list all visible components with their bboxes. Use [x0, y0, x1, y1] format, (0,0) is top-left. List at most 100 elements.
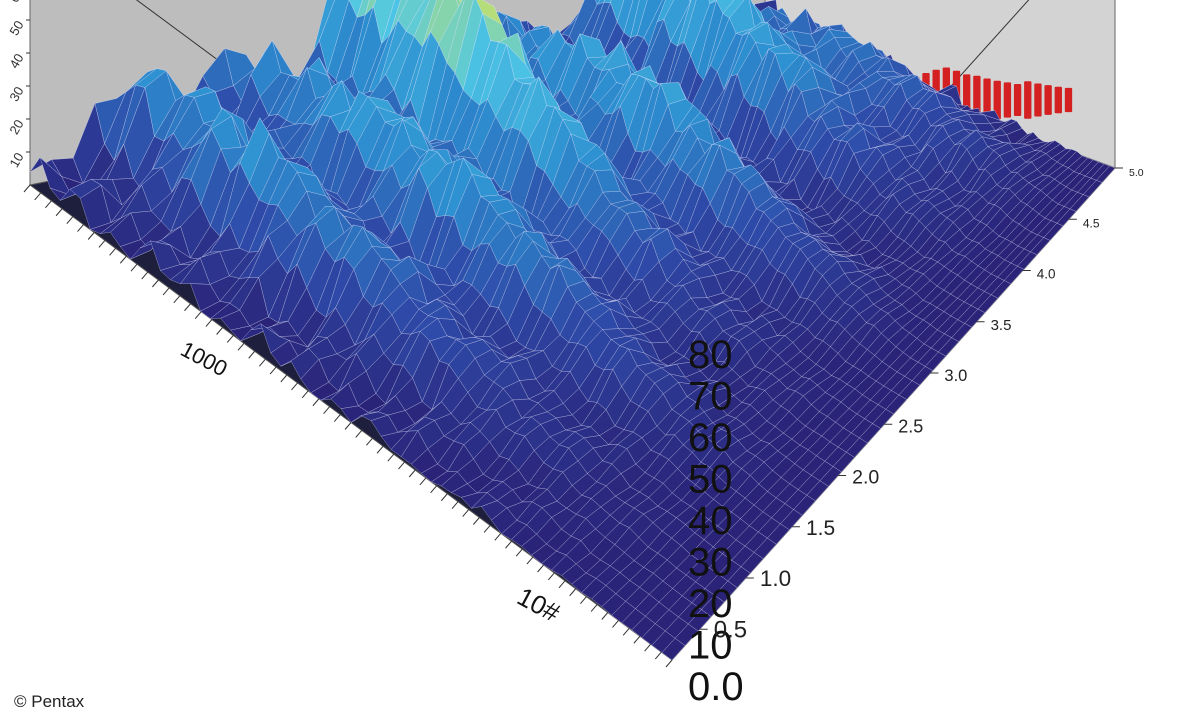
- length-tick: [462, 509, 470, 517]
- length-tick: [505, 540, 512, 549]
- length-tick: [622, 628, 630, 636]
- vertical-tick-label: 50: [6, 18, 26, 38]
- length-tick: [398, 461, 405, 470]
- depth-tick-label: 4.0: [1037, 267, 1056, 282]
- logo-bar: [1044, 85, 1052, 115]
- length-tick: [77, 224, 84, 232]
- logo-bar: [1003, 82, 1012, 118]
- length-tick: [344, 422, 352, 430]
- front-z-tick-label: 30: [688, 541, 733, 585]
- depth-tick-label: 2.0: [852, 467, 879, 489]
- length-tick: [87, 232, 95, 240]
- length-tick: [23, 184, 31, 193]
- surface-cell: [661, 637, 686, 661]
- length-tick: [633, 635, 641, 644]
- logo-bar: [1024, 81, 1032, 119]
- front-z-tick-label: 0.0: [688, 665, 744, 709]
- depth-tick-label: 5.0: [1129, 167, 1144, 179]
- vertical-tick-label: 40: [6, 51, 26, 71]
- length-tick: [580, 596, 587, 604]
- length-tick: [259, 358, 266, 367]
- logo-bar: [993, 80, 1001, 120]
- length-tick: [291, 382, 298, 391]
- length-tick: [130, 263, 138, 272]
- depth-tick-label: 1.5: [806, 517, 835, 540]
- length-tick: [526, 556, 534, 565]
- length-tick: [440, 493, 448, 502]
- length-tick: [98, 240, 106, 248]
- length-tick: [408, 469, 416, 478]
- length-tick: [152, 279, 159, 288]
- logo-bar: [1064, 87, 1073, 113]
- length-tick: [419, 477, 427, 486]
- vertical-tick-label: 10: [6, 150, 26, 170]
- length-tick-label: 1000: [177, 336, 232, 381]
- length-tick: [55, 208, 63, 217]
- front-z-tick-label: 50: [688, 458, 733, 502]
- length-tick: [194, 311, 202, 319]
- depth-tick-label: 4.5: [1083, 216, 1100, 230]
- front-z-tick-label: 10: [688, 624, 733, 668]
- depth-tick-label: 2.5: [898, 416, 923, 436]
- length-tick: [45, 200, 52, 209]
- logo-bar: [1054, 86, 1062, 114]
- length-tick: [173, 295, 181, 304]
- length-tick: [216, 327, 223, 335]
- logo-bar: [1013, 84, 1022, 116]
- length-tick: [280, 374, 288, 383]
- front-z-tick-label: 20: [688, 582, 733, 626]
- length-tick: [109, 248, 116, 256]
- length-tick: [387, 453, 395, 462]
- length-tick: [312, 398, 320, 407]
- length-tick-label: 10#: [512, 581, 565, 628]
- surface-plot: [29, 0, 1116, 661]
- length-tick: [66, 216, 74, 224]
- length-tick: [483, 525, 491, 533]
- logo-bar: [983, 78, 991, 122]
- depth-tick-label: 1.0: [760, 566, 791, 591]
- length-tick: [205, 319, 213, 327]
- front-z-tick-label: 80: [688, 333, 733, 377]
- chart-axes: 10203040506070800.010203040506070800.51.…: [6, 0, 1143, 709]
- length-tick: [665, 659, 673, 668]
- length-tick: [473, 517, 480, 525]
- depth-tick-label: 0.5: [714, 616, 747, 643]
- length-tick: [537, 564, 544, 573]
- length-tick: [366, 438, 373, 446]
- length-tick: [248, 350, 256, 359]
- length-tick: [269, 366, 277, 375]
- length-tick: [558, 580, 566, 589]
- length-tick: [654, 651, 662, 660]
- length-tick: [494, 533, 502, 541]
- length-tick: [569, 588, 577, 597]
- length-tick: [601, 612, 609, 620]
- depth-tick-label: 3.5: [991, 317, 1012, 334]
- length-tick: [141, 271, 149, 280]
- length-tick: [644, 643, 651, 652]
- photo-credit: © Pentax: [10, 692, 89, 712]
- vertical-tick-label: 30: [6, 84, 26, 104]
- front-z-tick-label: 40: [688, 499, 733, 543]
- vertical-tick-label: 60: [6, 0, 26, 5]
- length-tick: [34, 192, 42, 201]
- length-tick: [451, 501, 459, 509]
- length-tick: [237, 343, 245, 351]
- length-tick: [119, 255, 127, 264]
- length-tick: [430, 485, 437, 494]
- logo-bar: [1034, 83, 1042, 117]
- length-tick: [547, 572, 555, 581]
- length-tick: [355, 430, 363, 438]
- length-tick: [184, 303, 191, 312]
- front-z-tick-label: 60: [688, 416, 733, 460]
- length-tick: [376, 445, 384, 454]
- length-tick: [333, 414, 341, 422]
- length-tick: [590, 604, 598, 612]
- depth-tick-label: 3.0: [944, 367, 967, 385]
- vertical-tick-label: 20: [6, 117, 26, 137]
- length-tick: [323, 406, 330, 414]
- length-tick: [612, 620, 619, 628]
- length-tick: [515, 548, 523, 557]
- length-tick: [226, 335, 234, 343]
- length-tick: [162, 287, 170, 296]
